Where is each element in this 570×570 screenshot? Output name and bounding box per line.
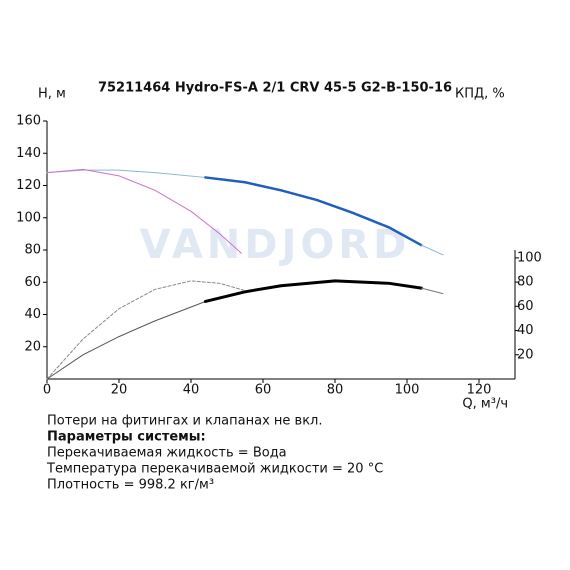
curve (46, 300, 206, 380)
y-axis-label: H, м (38, 87, 66, 102)
curve (420, 287, 444, 295)
chart-title: 75211464 Hydro-FS-A 2/1 CRV 45-5 G2-B-15… (98, 81, 452, 96)
curve (46, 280, 246, 380)
curve (203, 279, 423, 303)
curve (46, 168, 242, 254)
x-axis-label: Q, м³/ч (462, 397, 508, 412)
y2-tick-label: 40 (517, 323, 534, 338)
y2-tick-label: 100 (517, 250, 542, 265)
note: Перекачиваемая жидкость = Вода (47, 446, 287, 461)
y-tick-label: 80 (24, 243, 41, 258)
y2-tick-label: 20 (517, 347, 534, 362)
curve (204, 176, 423, 247)
y-tick-label: 100 (16, 210, 41, 225)
y-tick-label: 120 (16, 178, 41, 193)
x-tick-label: 120 (467, 383, 492, 398)
curve (46, 169, 206, 178)
note: Потери на фитингах и клапанах не вкл. (47, 414, 323, 429)
x-tick-label: 0 (43, 383, 51, 398)
y2-tick-label: 60 (517, 299, 534, 314)
watermark: VANDJORD (140, 222, 411, 268)
y-tick-label: 60 (24, 275, 41, 290)
note: Плотность = 998.2 кг/м³ (47, 478, 214, 493)
y-tick-label: 20 (24, 339, 41, 354)
x-tick-label: 80 (327, 383, 344, 398)
y2-tick-label: 80 (517, 275, 534, 290)
x-tick-label: 20 (111, 383, 128, 398)
note: Температура перекачиваемой жидкости = 20… (46, 462, 383, 477)
x-tick-label: 40 (183, 383, 200, 398)
note: Параметры системы: (47, 430, 206, 445)
y-tick-label: 40 (24, 307, 41, 322)
y-tick-label: 140 (16, 146, 41, 161)
x-tick-label: 60 (255, 383, 272, 398)
curve (420, 244, 444, 256)
y-tick-label: 160 (16, 114, 41, 129)
x-tick-label: 100 (395, 383, 420, 398)
y2-axis-label: КПД, % (455, 87, 505, 102)
